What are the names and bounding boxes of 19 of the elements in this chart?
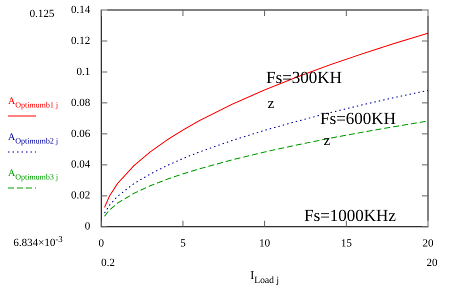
y-tick-label: 0.1 <box>76 66 90 78</box>
annotation: z <box>268 96 275 112</box>
y-tick-label: 0.02 <box>71 190 90 202</box>
x-tick-label: 10 <box>259 237 271 250</box>
x-tick-label: 20 <box>422 237 434 250</box>
y-tick-label: 0.08 <box>71 96 91 109</box>
y-tick-label: 0.12 <box>71 34 90 47</box>
text: 0.2 <box>101 257 115 269</box>
annotation: Fs=1000KHz <box>304 206 396 225</box>
x-tick-label: 5 <box>180 237 186 250</box>
text: 20 <box>426 257 438 269</box>
x-tick-label: 0 <box>98 237 104 250</box>
y-tick-label: 0 <box>84 220 91 233</box>
y-tick-label: 0.06 <box>71 128 91 140</box>
y-tick-label: 0.14 <box>71 4 91 16</box>
x-tick-label: 15 <box>340 237 352 250</box>
annotation: Fs=600KH <box>320 109 396 128</box>
text: 0.125 <box>30 8 55 20</box>
y-tick-label: 0.04 <box>71 158 91 171</box>
